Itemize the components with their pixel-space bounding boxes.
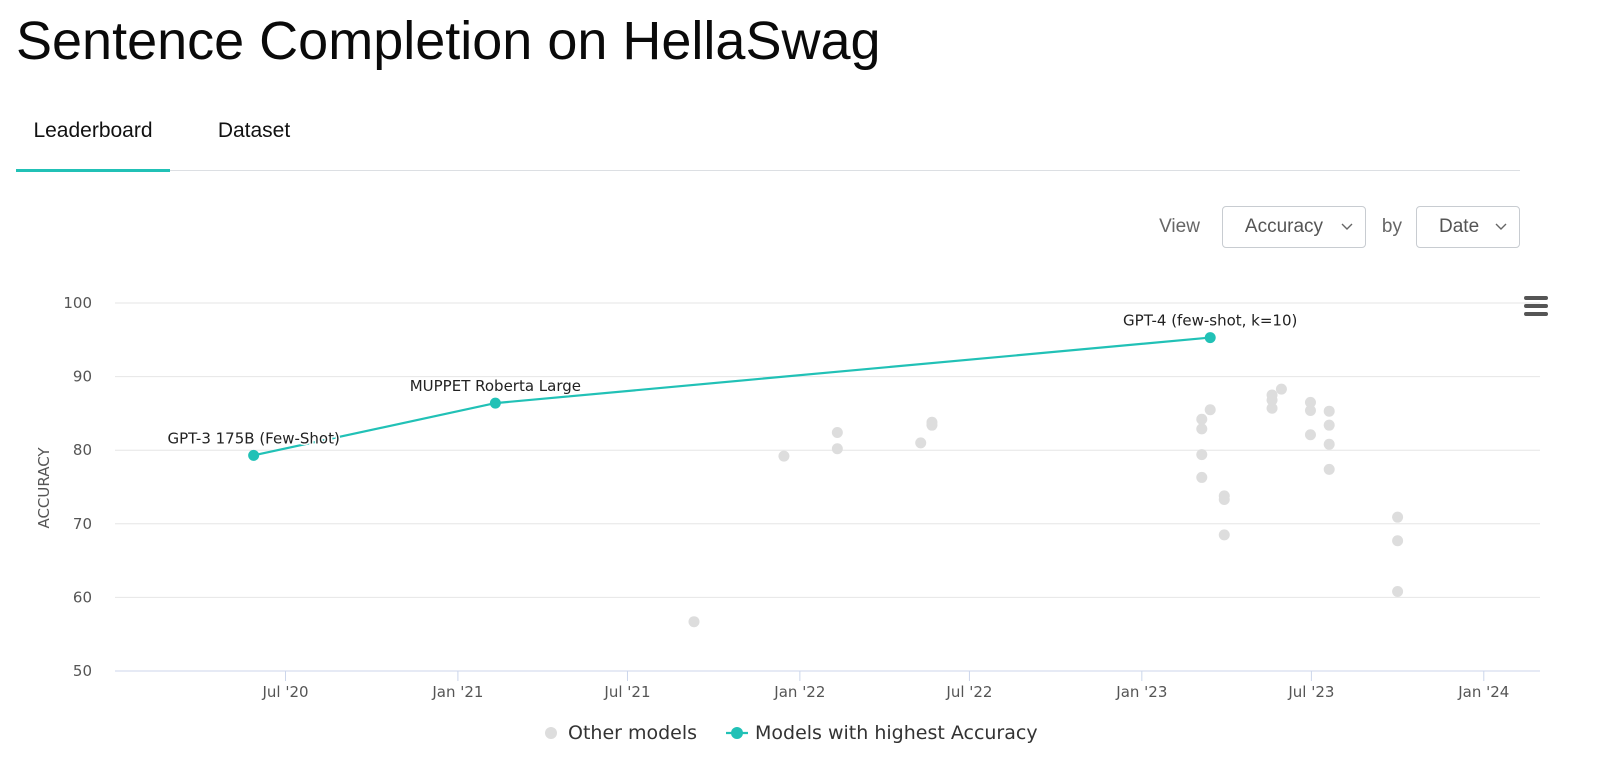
y-tick-label: 70 [73, 515, 92, 533]
other-model-point [926, 419, 938, 431]
other-model-point [1196, 471, 1208, 483]
sota-point [1204, 332, 1216, 344]
other-model-point [688, 616, 700, 628]
other-model-point [915, 437, 927, 449]
other-model-point [1196, 423, 1208, 435]
x-axis-select[interactable]: Date [1416, 206, 1520, 248]
view-label: View [1159, 216, 1200, 237]
legend-sota-label: Models with highest Accuracy [755, 722, 1038, 744]
page-title: Sentence Completion on HellaSwag [16, 11, 881, 71]
sota-point [248, 449, 260, 461]
x-tick-label: Jul '23 [1287, 683, 1334, 701]
other-model-point [1392, 535, 1404, 547]
by-label: by [1381, 216, 1402, 237]
other-model-point [1218, 529, 1230, 541]
y-tick-label: 90 [73, 368, 92, 386]
tab-dataset[interactable]: Dataset [217, 119, 291, 142]
x-tick-label: Jan '23 [1115, 683, 1167, 701]
sota-point [489, 397, 501, 409]
chevron-down-icon [1341, 223, 1353, 230]
series: GPT-3 175B (Few-Shot) MUPPET Roberta Larg… [166, 310, 1404, 628]
x-tick-label: Jul '22 [945, 683, 992, 701]
legend-other-label: Other models [568, 722, 697, 744]
menu-icon[interactable] [1524, 296, 1548, 316]
other-model-point [1323, 405, 1335, 417]
other-model-point [1304, 404, 1316, 416]
x-axis-select-value: Date [1439, 216, 1480, 237]
other-model-point [1196, 413, 1208, 425]
other-model-point [1266, 402, 1278, 414]
other-model-point [1323, 438, 1335, 450]
x-tick-label: Jul '20 [261, 683, 308, 701]
y-tick-label: 60 [73, 588, 92, 606]
x-tick-label: Jul '21 [603, 683, 650, 701]
point-label: GPT-4 (few-shot, k=10) [1123, 312, 1297, 330]
other-model-point [1266, 394, 1278, 406]
sota-line [253, 336, 1211, 457]
axes: 50 60 70 80 90 100 Jul '20 Jan '21 Jul '21 Jan '2… [63, 294, 1540, 701]
y-tick-label: 50 [73, 662, 92, 680]
other-model-point [1304, 429, 1316, 441]
legend-sota-marker [731, 727, 743, 739]
legend: Other models Models with highest Accuracy [545, 722, 1038, 744]
other-model-point [1218, 494, 1230, 506]
other-model-point [1196, 449, 1208, 461]
legend-other-marker [545, 727, 557, 739]
y-axis-label: ACCURACY [35, 447, 53, 529]
other-model-point [1204, 404, 1216, 416]
other-model-point [1392, 586, 1404, 598]
other-model-point [831, 427, 843, 439]
other-model-point [778, 450, 790, 462]
tab-bar: Leaderboard Dataset [16, 104, 1520, 172]
point-label: MUPPET Roberta Large [410, 377, 581, 395]
x-tick-label: Jan '22 [773, 683, 825, 701]
other-model-point [1275, 383, 1287, 395]
other-model-point [1323, 419, 1335, 431]
grid [115, 302, 1540, 598]
metric-select[interactable]: Accuracy [1221, 206, 1366, 248]
x-tick-label: Jan '24 [1457, 683, 1509, 701]
y-tick-label: 100 [63, 294, 92, 312]
other-model-point [831, 443, 843, 455]
chart-controls: View Accuracy by Date [1159, 205, 1520, 249]
other-model-point [1304, 396, 1316, 408]
other-model-point [1323, 463, 1335, 475]
metric-select-value: Accuracy [1244, 216, 1324, 237]
y-tick-label: 80 [73, 441, 92, 459]
chevron-down-icon [1495, 223, 1507, 230]
tab-leaderboard[interactable]: Leaderboard [16, 104, 170, 172]
x-tick-label: Jan '21 [431, 683, 483, 701]
other-model-point [1392, 511, 1404, 523]
point-label: GPT-3 175B (Few-Shot) [167, 429, 339, 447]
